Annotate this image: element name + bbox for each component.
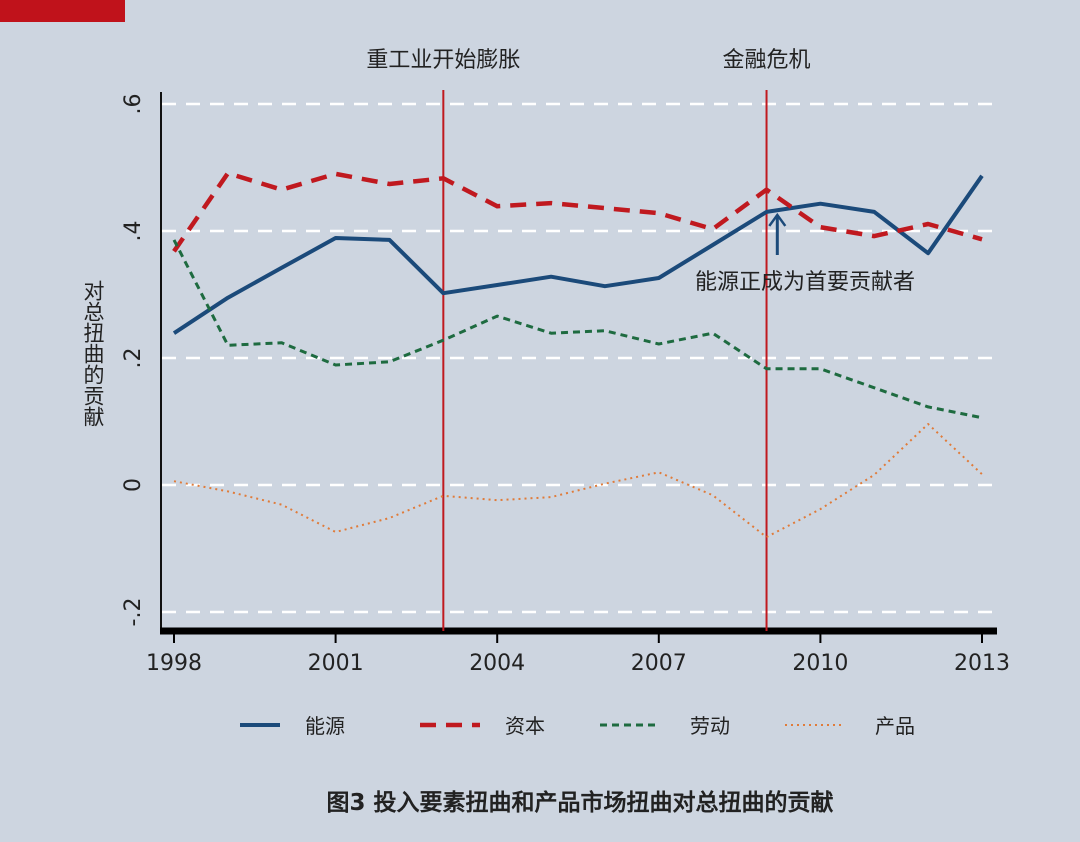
legend-label: 产品 <box>875 714 915 738</box>
series-line-1 <box>172 174 984 335</box>
y-tick-label: 0 <box>121 478 146 492</box>
y-tick-label: .6 <box>121 94 146 115</box>
legend-label: 能源 <box>305 714 345 738</box>
legend-label: 资本 <box>505 714 545 738</box>
chart-title: 图3 投入要素扭曲和产品市场扭曲对总扭曲的贡献 <box>326 790 834 816</box>
brand-bar <box>0 0 125 22</box>
x-tick-label: 2004 <box>469 651 525 676</box>
x-tick-label: 1998 <box>146 651 202 676</box>
y-tick-label: .4 <box>121 221 146 242</box>
x-tick-label: 2010 <box>792 651 848 676</box>
series-line-3 <box>172 239 983 420</box>
legend-label: 劳动 <box>690 714 730 738</box>
series-line-4 <box>173 423 983 539</box>
x-tick-label: 2013 <box>954 651 1010 676</box>
y-tick-label: .2 <box>121 348 146 369</box>
x-tick-label: 2007 <box>631 651 687 676</box>
annotation-label: 能源正成为首要贡献者 <box>695 270 915 295</box>
series-line-2 <box>172 170 983 253</box>
event-label: 金融危机 <box>723 48 811 73</box>
event-label: 重工业开始膨胀 <box>366 48 520 73</box>
arrow-head-icon <box>768 212 787 227</box>
y-axis-label: 对总扭曲的贡献 <box>81 280 105 427</box>
y-tick-label: -.2 <box>121 598 146 627</box>
x-tick-label: 2001 <box>308 651 364 676</box>
